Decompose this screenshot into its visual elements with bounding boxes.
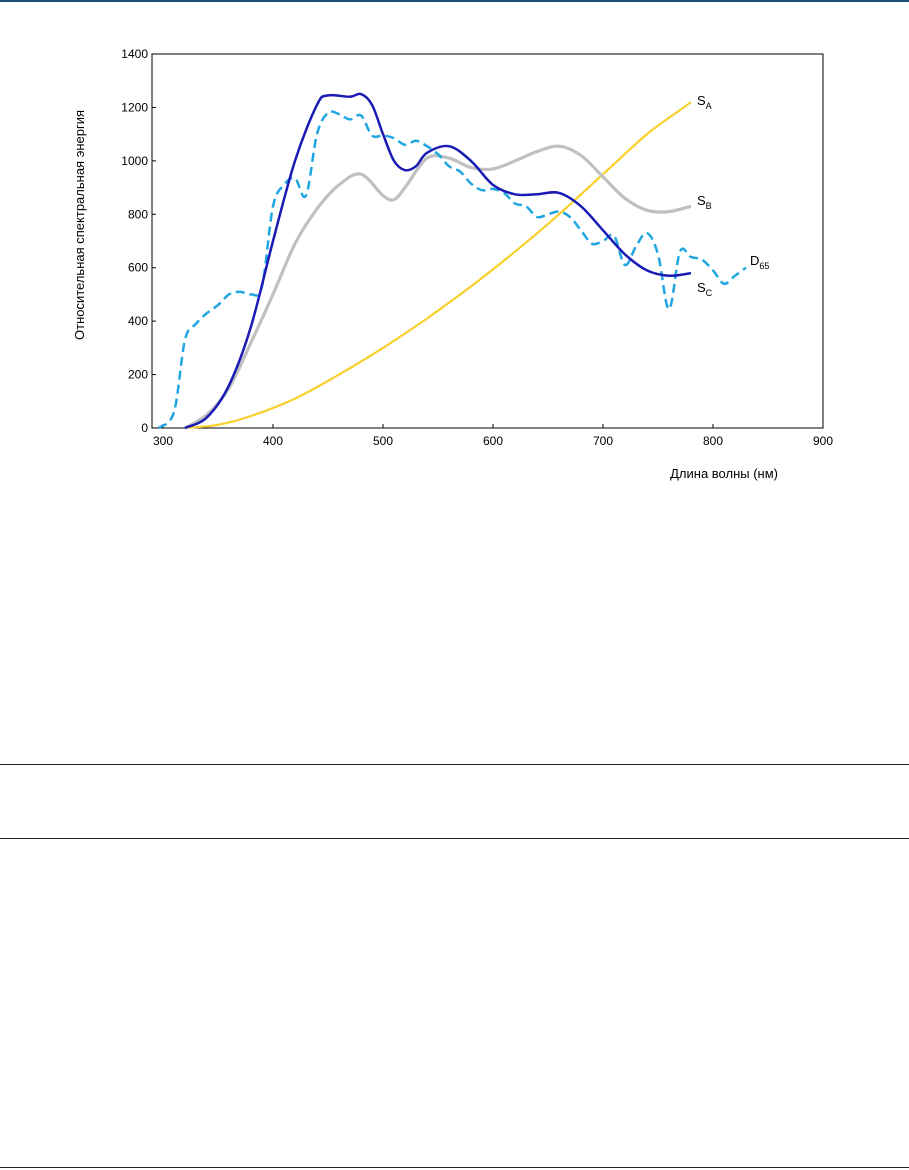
x-tick-label: 800	[703, 434, 723, 448]
y-axis-label: Относительная спектральная энергия	[72, 110, 87, 340]
x-tick-label: 400	[263, 434, 283, 448]
series-label-c: SC	[697, 280, 713, 298]
series-label-a: SA	[697, 93, 712, 111]
series-label-b: SB	[697, 193, 712, 211]
series-layer	[157, 92, 747, 430]
series-label-sub: A	[706, 101, 712, 111]
x-tick-label: 500	[373, 434, 393, 448]
y-tick-label: 200	[128, 368, 148, 382]
x-tick-label: 600	[483, 434, 503, 448]
series-label-sub: C	[706, 288, 713, 298]
y-tick-label: 400	[128, 314, 148, 328]
series-label-main: S	[697, 93, 706, 108]
divider-line	[0, 1167, 909, 1168]
series-label-sub: 65	[759, 261, 769, 271]
y-tick-label: 0	[141, 421, 148, 435]
series-line-b	[184, 144, 692, 430]
y-tick-label: 1400	[121, 47, 148, 61]
x-tick-label: 700	[593, 434, 613, 448]
series-label-sub: B	[706, 201, 712, 211]
series-label-main: D	[750, 253, 759, 268]
x-tick-label: 300	[153, 434, 173, 448]
divider-line	[0, 764, 909, 765]
axis-ticks: 300 400 500 600 700 800 900 0 200 400 600 800 1000 12…	[121, 47, 833, 448]
series-line-a	[184, 101, 692, 430]
series-label-d65: D65	[750, 253, 769, 271]
series-label-main: S	[697, 280, 706, 295]
plot-frame	[151, 53, 824, 429]
x-tick-label: 900	[813, 434, 833, 448]
series-label-main: S	[697, 193, 706, 208]
spectral-energy-chart: 300 400 500 600 700 800 900 0 200 400 600 800 1000 12…	[72, 47, 833, 481]
y-tick-label: 1200	[121, 100, 148, 114]
divider-line	[0, 838, 909, 839]
top-rule	[0, 0, 909, 2]
y-tick-label: 600	[128, 261, 148, 275]
x-axis-label: Длина волны (нм)	[670, 466, 778, 481]
y-tick-label: 800	[128, 207, 148, 221]
y-tick-label: 1000	[121, 154, 148, 168]
series-line-c	[184, 92, 692, 430]
